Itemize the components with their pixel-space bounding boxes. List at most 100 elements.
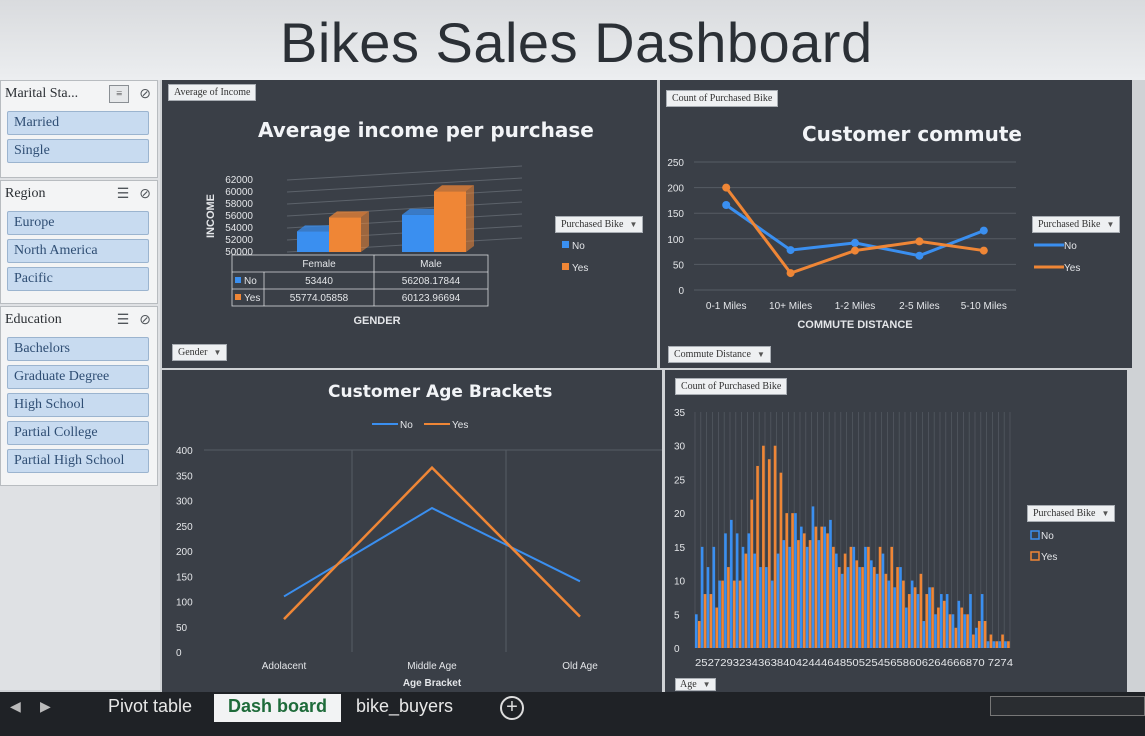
- bar-yes-age-37: [767, 459, 771, 648]
- y-tick-label: 52000: [225, 235, 253, 246]
- filter-icon: ▼: [702, 680, 711, 689]
- legend-label: No: [1064, 241, 1077, 252]
- y-tick-label: 0: [678, 286, 684, 297]
- bar-yes-age-70: [960, 607, 964, 648]
- data-label: 53440: [305, 276, 333, 287]
- tab-dash-board[interactable]: Dash board: [214, 694, 342, 722]
- bar-no-age-69: [951, 614, 955, 648]
- y-tick-label: 100: [667, 235, 684, 246]
- bar-no-age-36: [759, 567, 762, 648]
- age-histogram-panel: Count of Purchased Bike Purchased Bike ▼ …: [665, 370, 1127, 692]
- x-axis-label: COMMUTE DISTANCE: [797, 319, 912, 331]
- slicer-title: Education: [5, 312, 62, 327]
- tab-bike-buyers[interactable]: bike_buyers: [356, 696, 454, 716]
- add-sheet-icon[interactable]: +: [500, 696, 524, 720]
- bar-no-age-64: [922, 621, 926, 648]
- slicer-title: Region: [5, 186, 46, 201]
- dropdown-icon: ▼: [213, 348, 222, 357]
- y-tick-label: 62000: [225, 175, 253, 186]
- gridline: [286, 165, 523, 181]
- bar-yes-age-44: [808, 540, 812, 648]
- bar-no-age-39: [776, 553, 780, 648]
- series-line-no: [283, 506, 581, 598]
- bar-yes-age-26: [703, 594, 707, 648]
- data-point: [786, 246, 795, 255]
- y-tick-label: 100: [176, 598, 193, 609]
- y-tick-label: 300: [176, 497, 193, 508]
- bar-no-age-68: [945, 594, 949, 648]
- bar-no-age-72: [969, 594, 972, 648]
- slicer-item-north-america[interactable]: North America: [7, 239, 149, 263]
- count-purchased-field-button[interactable]: Count of Purchased Bike: [675, 378, 788, 395]
- slicer-item-pacific[interactable]: Pacific: [7, 267, 149, 291]
- bar-no-age-74: [980, 594, 984, 648]
- y-axis-label: INCOME: [205, 194, 217, 238]
- bar-yes-age-30: [727, 567, 730, 648]
- bar-yes-age-34: [750, 499, 754, 648]
- data-point: [722, 183, 731, 192]
- legend-label: Yes: [572, 263, 588, 274]
- bar-no-age-66: [934, 614, 937, 648]
- legend-key: [1030, 551, 1040, 561]
- gender-field-button[interactable]: Gender ▼: [172, 344, 228, 361]
- slicer-item-bachelors[interactable]: Bachelors: [7, 337, 149, 361]
- bar-no-age-59: [893, 587, 896, 648]
- next-sheet-arrow-icon[interactable]: ▶: [40, 698, 51, 714]
- bar-no-age-60: [899, 567, 902, 648]
- bar-no-age-48: [829, 519, 832, 648]
- clear-filter-icon[interactable]: ⊘: [139, 186, 151, 202]
- slicer-item-europe[interactable]: Europe: [7, 211, 149, 235]
- bar-no-age-53: [858, 567, 861, 648]
- clear-filter-icon[interactable]: ⊘: [139, 86, 151, 102]
- bar-no-age-30: [724, 533, 727, 648]
- clear-filter-icon[interactable]: ⊘: [139, 312, 151, 328]
- bar-no-age-54: [864, 546, 867, 648]
- bar-yes-age-33: [744, 553, 748, 648]
- purchased-bike-legend-button[interactable]: Purchased Bike ▼: [1032, 216, 1121, 233]
- slicer-item-partial-high-school[interactable]: Partial High School: [7, 449, 149, 473]
- commute-distance-field-button[interactable]: Commute Distance ▼: [668, 346, 771, 363]
- slicer-item-partial-college[interactable]: Partial College: [7, 421, 149, 445]
- multi-select-icon[interactable]: ☰: [116, 312, 130, 328]
- purchased-bike-legend-button[interactable]: Purchased Bike ▼: [555, 216, 644, 233]
- multi-select-icon[interactable]: ≡: [109, 85, 130, 103]
- bar-yes-age-63: [919, 573, 923, 648]
- prev-sheet-arrow-icon[interactable]: ◀: [10, 698, 21, 714]
- count-purchased-field-button[interactable]: Count of Purchased Bike: [666, 90, 779, 107]
- legend-label: Yes: [452, 420, 468, 431]
- slicer-item-graduate-degree[interactable]: Graduate Degree: [7, 365, 149, 389]
- data-point: [851, 238, 859, 247]
- avg-income-field-button[interactable]: Average of Income: [168, 84, 257, 101]
- age-field-button[interactable]: Age ▼: [675, 678, 716, 691]
- data-table: [231, 254, 489, 307]
- bar-no-age-47: [823, 526, 826, 648]
- horizontal-scrollbar[interactable]: [990, 696, 1145, 716]
- legend-key: [235, 277, 241, 283]
- multi-select-icon[interactable]: ☰: [116, 186, 130, 202]
- bar-yes-age-39: [779, 472, 783, 648]
- bar-no-age-25: [695, 614, 698, 648]
- bar-yes-age-40: [785, 513, 789, 648]
- slicer-item-high-school[interactable]: High School: [7, 393, 149, 417]
- bar-no-age-34: [747, 533, 751, 648]
- bar-yes-age-65: [931, 587, 934, 648]
- bar-no-age-63: [916, 594, 920, 648]
- y-tick-label: 20: [674, 509, 686, 520]
- x-tick-label: 10+ Miles: [769, 301, 812, 312]
- tab-pivot-table[interactable]: Pivot table: [108, 696, 193, 716]
- legend-label: Yes: [1064, 263, 1080, 274]
- bar-yes-age-47: [826, 533, 829, 648]
- bar-yes-age-58: [890, 546, 894, 648]
- slicer-item-single[interactable]: Single: [7, 139, 149, 163]
- bar-yes-age-64: [925, 594, 929, 648]
- sheet-tab-bar: ◀ ▶ Pivot table Dash board bike_buyers +: [0, 692, 1145, 736]
- y-tick-label: 400: [176, 446, 193, 457]
- data-label: 55774.05858: [290, 293, 349, 304]
- slicer-item-married[interactable]: Married: [7, 111, 149, 135]
- bar-yes-female: [329, 217, 361, 252]
- y-tick-label: 25: [674, 475, 686, 486]
- bar-yes-age-29: [721, 580, 724, 648]
- purchased-bike-legend-button[interactable]: Purchased Bike ▼: [1027, 505, 1116, 522]
- x-tick-label: Middle Age: [407, 661, 457, 672]
